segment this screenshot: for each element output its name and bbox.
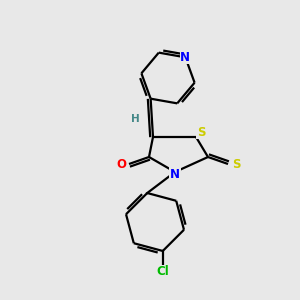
Text: Cl: Cl xyxy=(156,266,169,278)
Text: N: N xyxy=(180,51,190,64)
Text: H: H xyxy=(131,114,140,124)
Text: O: O xyxy=(116,158,126,170)
Text: S: S xyxy=(232,158,240,170)
Text: N: N xyxy=(170,167,180,181)
Text: S: S xyxy=(197,125,205,139)
